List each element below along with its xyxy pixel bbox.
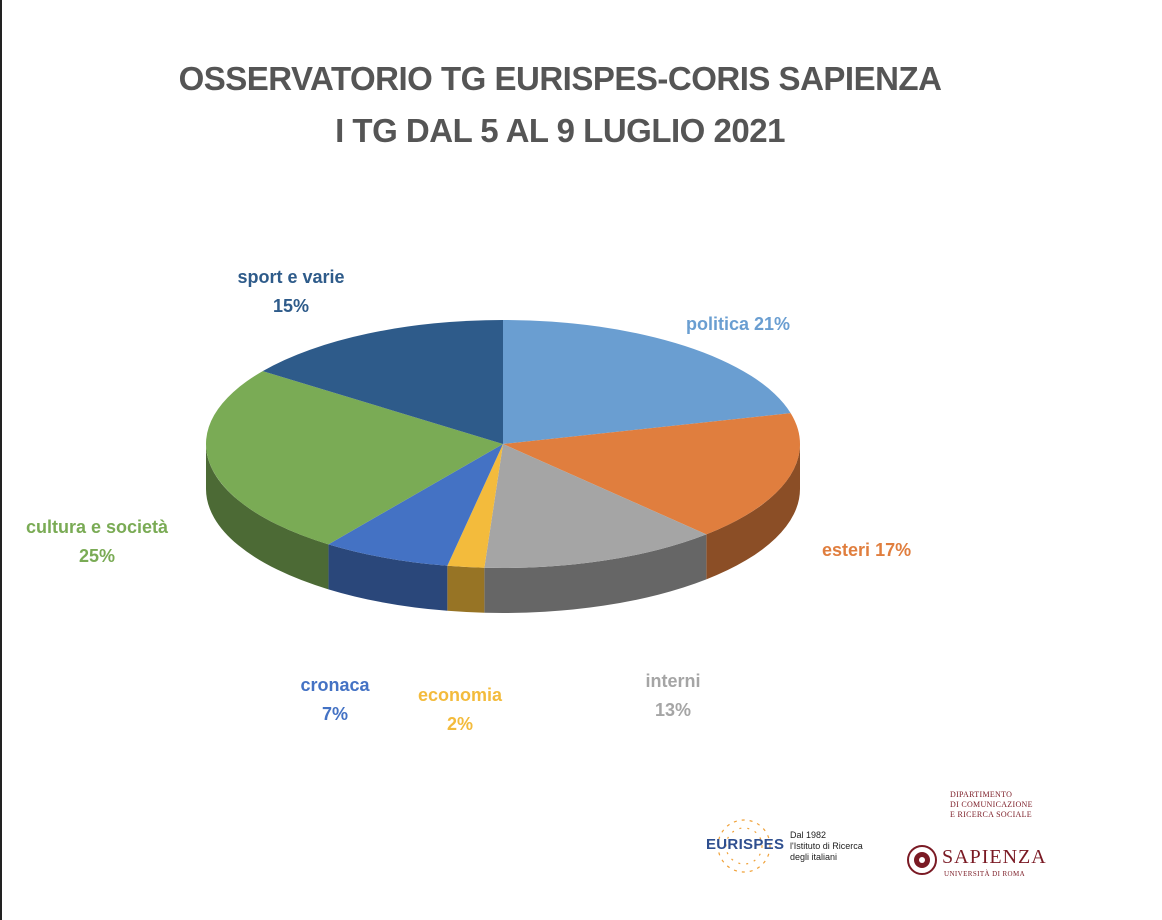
eurispes-stars-icon — [717, 819, 771, 873]
eurispes-tagline: Dal 1982 l'Istituto di Ricerca degli ita… — [790, 830, 863, 863]
label-interni-value: 13% — [654, 700, 692, 720]
sapienza-dept-2: DI COMUNICAZIONE — [950, 800, 1033, 809]
pie-slice-sport-e-varie — [262, 320, 503, 444]
eurispes-tagline-1: Dal 1982 — [790, 830, 827, 840]
label-esteri: esteri 17% — [822, 536, 911, 565]
label-economia: economia 2% — [400, 681, 520, 739]
label-politica-name: politica — [686, 314, 750, 334]
chart-subtitle: I TG DAL 5 AL 9 LUGLIO 2021 — [335, 112, 785, 149]
label-esteri-name: esteri — [822, 540, 871, 560]
label-cronaca-value: 7% — [321, 704, 348, 724]
pie-side-cultura-e-societ- — [206, 444, 329, 590]
pie-side-cronaca — [328, 544, 448, 611]
pie-side-esteri — [706, 444, 800, 580]
sapienza-dept-3: E RICERCA SOCIALE — [950, 810, 1032, 819]
label-sport: sport e varie 15% — [216, 263, 366, 321]
sapienza-dept: DIPARTIMENTO DI COMUNICAZIONE E RICERCA … — [950, 790, 1033, 820]
label-esteri-value: 17% — [875, 540, 912, 560]
chart-title: OSSERVATORIO TG EURISPES-CORIS SAPIENZA — [178, 60, 942, 97]
label-politica: politica 21% — [686, 310, 790, 339]
pie-slice-cronaca — [328, 444, 503, 566]
label-sport-name: sport e varie — [237, 267, 345, 287]
sapienza-seal-icon — [907, 845, 937, 875]
eurispes-tagline-2: l'Istituto di Ricerca — [790, 841, 863, 851]
label-interni-name: interni — [645, 671, 701, 691]
label-sport-value: 15% — [272, 296, 310, 316]
pie-slice-economia — [447, 444, 503, 568]
label-cultura: cultura e società 25% — [2, 513, 192, 571]
sapienza-logo: DIPARTIMENTO DI COMUNICAZIONE E RICERCA … — [902, 790, 1052, 890]
pie-slice-interni — [484, 444, 707, 568]
label-politica-value: 21% — [754, 314, 791, 334]
label-economia-value: 2% — [446, 714, 473, 734]
label-interni: interni 13% — [618, 667, 728, 725]
pie-slice-politica — [503, 320, 791, 444]
eurispes-logo: EURISPES Dal 1982 l'Istituto di Ricerca … — [706, 808, 876, 888]
eurispes-tagline-3: degli italiani — [790, 852, 838, 862]
label-cronaca-name: cronaca — [300, 675, 370, 695]
eurispes-name: EURISPES — [706, 836, 785, 853]
pie-side-economia — [447, 565, 485, 613]
label-cultura-name: cultura e società — [25, 517, 169, 537]
label-cultura-value: 25% — [78, 546, 116, 566]
pie-slice-cultura-e-societ- — [205, 371, 503, 545]
pie-slice-esteri — [503, 413, 801, 535]
sapienza-name: SAPIENZA — [942, 846, 1047, 868]
sapienza-sub: UNIVERSITÀ DI ROMA — [944, 870, 1026, 878]
label-economia-name: economia — [417, 685, 503, 705]
pie-side-interni — [484, 534, 707, 613]
label-cronaca: cronaca 7% — [280, 671, 390, 729]
sapienza-dept-1: DIPARTIMENTO — [950, 790, 1013, 799]
